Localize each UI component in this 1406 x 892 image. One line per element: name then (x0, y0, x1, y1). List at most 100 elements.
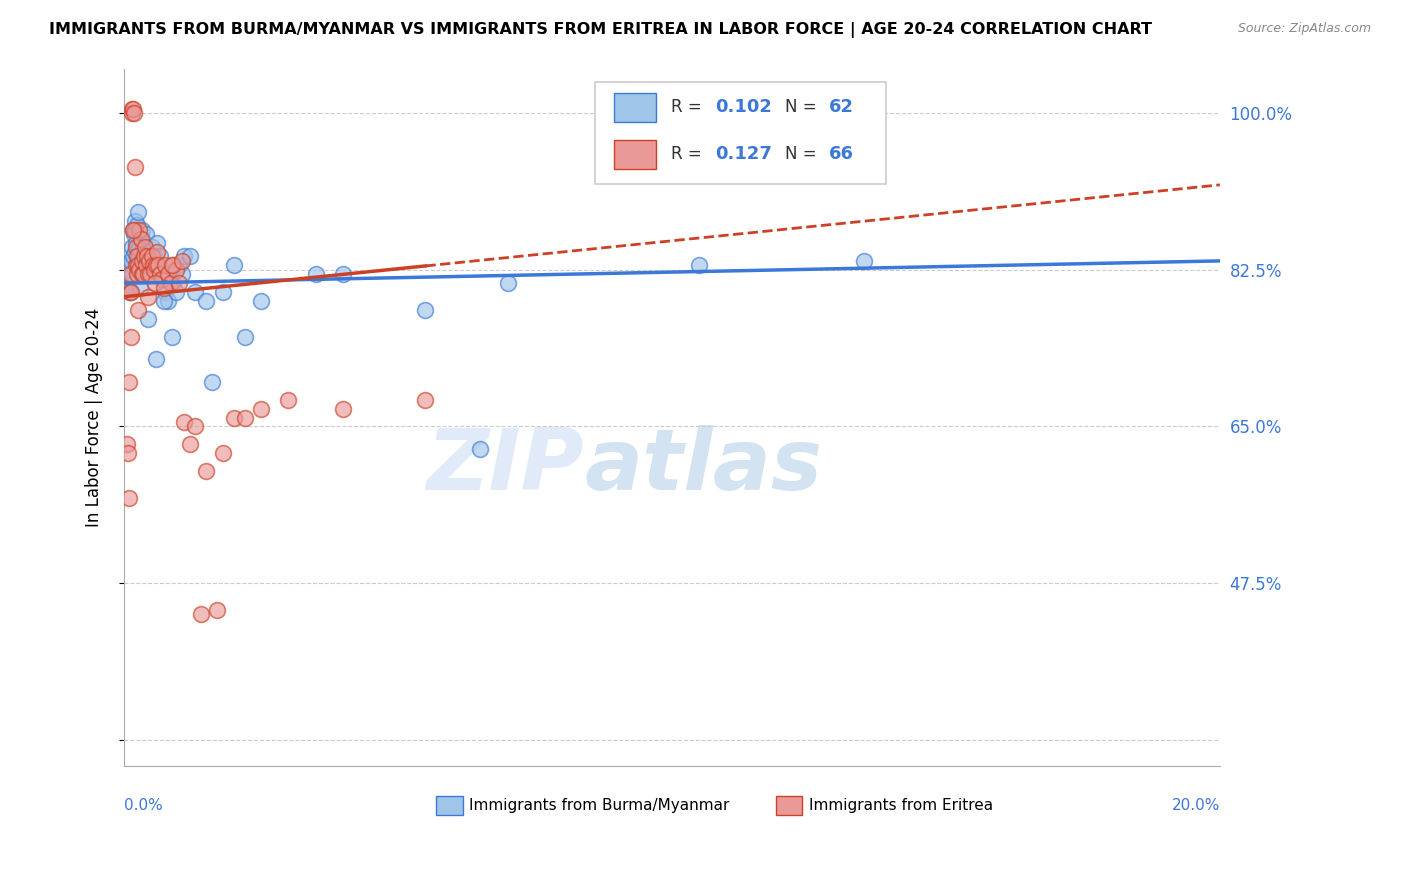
Point (117, 446, 139, 460)
Point (122, 249, 145, 263)
Point (127, 218, 149, 232)
Point (132, 268, 155, 282)
Point (122, 227, 145, 241)
Point (146, 244, 169, 259)
Text: 20.0%: 20.0% (1171, 797, 1220, 813)
Point (165, 285, 187, 300)
Point (173, 415, 195, 429)
Point (852, 253, 875, 268)
Text: 66: 66 (828, 145, 853, 163)
FancyBboxPatch shape (614, 140, 655, 169)
Point (139, 268, 162, 282)
Point (222, 259, 245, 273)
Point (135, 259, 157, 273)
Point (152, 272, 174, 286)
Point (136, 312, 159, 326)
Text: 0.0%: 0.0% (124, 797, 163, 813)
Point (222, 410, 245, 425)
Point (170, 253, 193, 268)
Point (155, 259, 177, 273)
Point (134, 240, 156, 254)
Point (129, 268, 152, 282)
Point (167, 277, 190, 291)
Point (136, 244, 159, 259)
Point (122, 106, 145, 120)
Point (190, 607, 212, 622)
Point (136, 268, 159, 282)
Point (160, 259, 183, 273)
Point (136, 290, 159, 304)
Point (162, 259, 184, 273)
Point (125, 259, 148, 273)
Point (118, 375, 141, 389)
Point (117, 491, 139, 505)
Point (121, 106, 143, 120)
Point (131, 253, 153, 268)
Point (211, 446, 233, 460)
FancyBboxPatch shape (595, 82, 886, 184)
Point (305, 268, 328, 282)
Point (127, 268, 149, 282)
Text: 62: 62 (828, 98, 853, 116)
Point (115, 437, 138, 451)
Point (120, 330, 142, 344)
Point (122, 222, 145, 236)
Point (470, 442, 492, 456)
Point (211, 285, 233, 300)
Point (120, 253, 142, 268)
Point (127, 204, 149, 219)
Point (152, 263, 174, 277)
Point (233, 330, 256, 344)
Point (131, 231, 153, 245)
FancyBboxPatch shape (776, 796, 803, 815)
Point (122, 102, 145, 116)
Point (165, 263, 187, 277)
Point (134, 249, 156, 263)
Point (129, 231, 152, 245)
Text: R =: R = (671, 98, 707, 116)
Point (136, 249, 159, 263)
Point (138, 259, 160, 273)
Point (136, 249, 159, 263)
Point (179, 437, 201, 451)
Point (128, 249, 150, 263)
Point (201, 375, 224, 389)
Point (162, 330, 184, 344)
Point (128, 240, 150, 254)
Point (132, 244, 155, 259)
Point (118, 285, 141, 300)
Point (120, 285, 142, 300)
Point (184, 285, 207, 300)
Point (134, 259, 156, 273)
Y-axis label: In Labor Force | Age 20-24: In Labor Force | Age 20-24 (86, 308, 103, 527)
Point (125, 235, 148, 250)
Point (122, 222, 145, 236)
Point (173, 249, 195, 263)
Point (120, 268, 142, 282)
Point (332, 401, 354, 416)
Text: 0.102: 0.102 (714, 98, 772, 116)
Point (146, 235, 169, 250)
Point (143, 249, 166, 263)
Text: IMMIGRANTS FROM BURMA/MYANMAR VS IMMIGRANTS FROM ERITREA IN LABOR FORCE | AGE 20: IMMIGRANTS FROM BURMA/MYANMAR VS IMMIGRA… (49, 22, 1152, 38)
Point (155, 285, 177, 300)
Text: Immigrants from Eritrea: Immigrants from Eritrea (808, 798, 993, 814)
Point (152, 281, 174, 295)
Point (250, 294, 273, 309)
Point (139, 268, 162, 282)
Point (125, 249, 148, 263)
Point (127, 303, 149, 318)
Text: atlas: atlas (585, 425, 823, 508)
Point (143, 277, 166, 291)
Point (142, 259, 165, 273)
Point (207, 603, 229, 617)
Point (149, 249, 172, 263)
Point (195, 464, 218, 478)
Point (118, 285, 141, 300)
Text: N =: N = (785, 98, 821, 116)
Text: 0.127: 0.127 (714, 145, 772, 163)
Point (141, 240, 163, 254)
Point (131, 222, 153, 236)
Text: R =: R = (671, 145, 707, 163)
FancyBboxPatch shape (614, 93, 655, 122)
